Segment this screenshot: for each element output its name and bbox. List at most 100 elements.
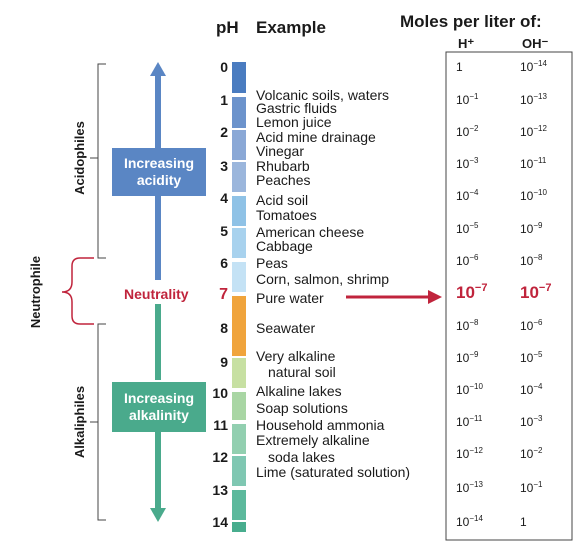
increasing-alkalinity-box: Increasing alkalinity — [112, 382, 206, 432]
ph-value-6: 6 — [220, 255, 228, 271]
h-concentration: 10−5 — [456, 221, 479, 237]
h-concentration: 10−3 — [456, 156, 479, 172]
ph-swatch-0 — [232, 62, 246, 93]
example-item: Lemon juice — [256, 114, 332, 130]
ph-value-4: 4 — [220, 190, 228, 206]
ph-swatch-10 — [232, 392, 246, 420]
increasing-acidity-box: Increasing acidity — [112, 148, 206, 196]
ph-swatch-6 — [232, 262, 246, 292]
example-item: Alkaline lakes — [256, 383, 342, 399]
example-item: Extremely alkaline — [256, 432, 370, 448]
example-item: soda lakes — [268, 449, 335, 465]
ph-value-2: 2 — [220, 124, 228, 140]
oh-concentration: 10−1 — [520, 480, 543, 496]
example-item: Seawater — [256, 320, 316, 336]
alkaliphiles-label: Alkaliphiles — [72, 385, 87, 459]
h-concentration: 10−2 — [456, 124, 479, 140]
oh-concentration: 10−14 — [520, 59, 547, 75]
alkalinity-arrow-head — [150, 508, 166, 522]
example-item: Volcanic soils, waters — [256, 87, 390, 103]
h-concentration: 10−6 — [456, 253, 479, 269]
example-item: Gastric fluids — [256, 100, 337, 116]
ph-value-13: 13 — [212, 482, 228, 498]
example-item: Rhubarb — [256, 158, 310, 174]
ph-value-14: 14 — [212, 514, 228, 530]
ph-value-10: 10 — [212, 385, 228, 401]
oh-concentration: 10−11 — [520, 156, 547, 172]
oh-concentration: 10−6 — [520, 318, 543, 334]
ph-swatch-8 — [232, 324, 246, 356]
h-concentration: 1 — [456, 60, 463, 74]
h-concentration: 10−9 — [456, 350, 479, 366]
ph-swatch-5 — [232, 228, 246, 258]
oh-concentration: 10−12 — [520, 124, 547, 140]
example-item: Acid soil — [256, 192, 309, 208]
oh-concentration: 10−8 — [520, 253, 543, 269]
oh-concentration: 10−4 — [520, 382, 543, 398]
h-ion-header: H⁺ — [458, 36, 475, 51]
example-item: natural soil — [268, 364, 336, 380]
ph-color-scale — [232, 62, 246, 532]
neutrality-label: Neutrality — [124, 286, 189, 302]
example-item: American cheese — [256, 224, 365, 240]
example-item: Tomatoes — [256, 207, 317, 223]
oh-concentration: 10−9 — [520, 221, 543, 237]
ph-swatch-9 — [232, 358, 246, 388]
example-column-header: Example — [256, 18, 326, 37]
acidophiles-label: Acidophiles — [72, 121, 87, 195]
neutrality-arrow-head — [428, 290, 442, 304]
ph-swatch-13 — [232, 490, 246, 520]
alkaliphiles-bracket — [97, 323, 106, 521]
example-item: Corn, salmon, shrimp — [256, 271, 390, 287]
example-item: Peaches — [256, 172, 311, 188]
h-concentration: 10−12 — [456, 446, 483, 462]
h-concentration: 10−7 — [456, 282, 488, 302]
example-item: Vinegar — [256, 143, 305, 159]
ph-value-1: 1 — [220, 92, 228, 108]
oh-concentration: 1 — [520, 515, 527, 529]
ph-swatch-3 — [232, 162, 246, 192]
example-item: Soap solutions — [256, 400, 348, 416]
ph-value-5: 5 — [220, 223, 228, 239]
h-concentration: 10−14 — [456, 514, 483, 530]
ph-value-9: 9 — [220, 354, 228, 370]
oh-ion-header: OH⁻ — [522, 36, 549, 51]
neutrophile-bracket — [61, 257, 94, 325]
example-item: Lime (saturated solution) — [256, 464, 411, 480]
ph-value-11: 11 — [213, 417, 228, 433]
example-item: Household ammonia — [256, 417, 385, 433]
oh-concentration: 10−2 — [520, 446, 543, 462]
h-concentration: 10−11 — [456, 414, 483, 430]
acidity-arrow-head — [150, 62, 166, 76]
ph-value-12: 12 — [212, 449, 228, 465]
ph-swatch-1 — [232, 97, 246, 128]
ph-value-3: 3 — [220, 158, 228, 174]
ph-value-8: 8 — [220, 320, 228, 336]
ph-swatch-7 — [232, 296, 246, 324]
h-concentration: 10−4 — [456, 188, 479, 204]
concentration-table-border — [445, 51, 573, 541]
ph-value-7: 7 — [219, 286, 228, 303]
h-concentration: 10−10 — [456, 382, 483, 398]
example-item: Very alkaline — [256, 348, 336, 364]
ph-swatch-11 — [232, 424, 246, 454]
h-concentration: 10−13 — [456, 480, 483, 496]
moles-header: Moles per liter of: — [400, 12, 542, 31]
ph-value-0: 0 — [220, 59, 228, 75]
ph-swatch-2 — [232, 130, 246, 160]
h-concentration: 10−1 — [456, 92, 479, 108]
oh-concentration: 10−3 — [520, 414, 543, 430]
example-item: Cabbage — [256, 238, 313, 254]
ph-swatch-4 — [232, 196, 246, 226]
oh-concentration: 10−13 — [520, 92, 547, 108]
h-concentration: 10−8 — [456, 318, 479, 334]
oh-concentration: 10−5 — [520, 350, 543, 366]
ph-column-header: pH — [216, 18, 239, 37]
ph-swatch-14 — [232, 522, 246, 532]
neutrophile-label: Neutrophile — [28, 255, 43, 329]
example-item: Pure water — [256, 290, 324, 306]
oh-concentration: 10−10 — [520, 188, 547, 204]
example-item: Acid mine drainage — [256, 129, 376, 145]
acidophiles-bracket — [97, 63, 106, 259]
